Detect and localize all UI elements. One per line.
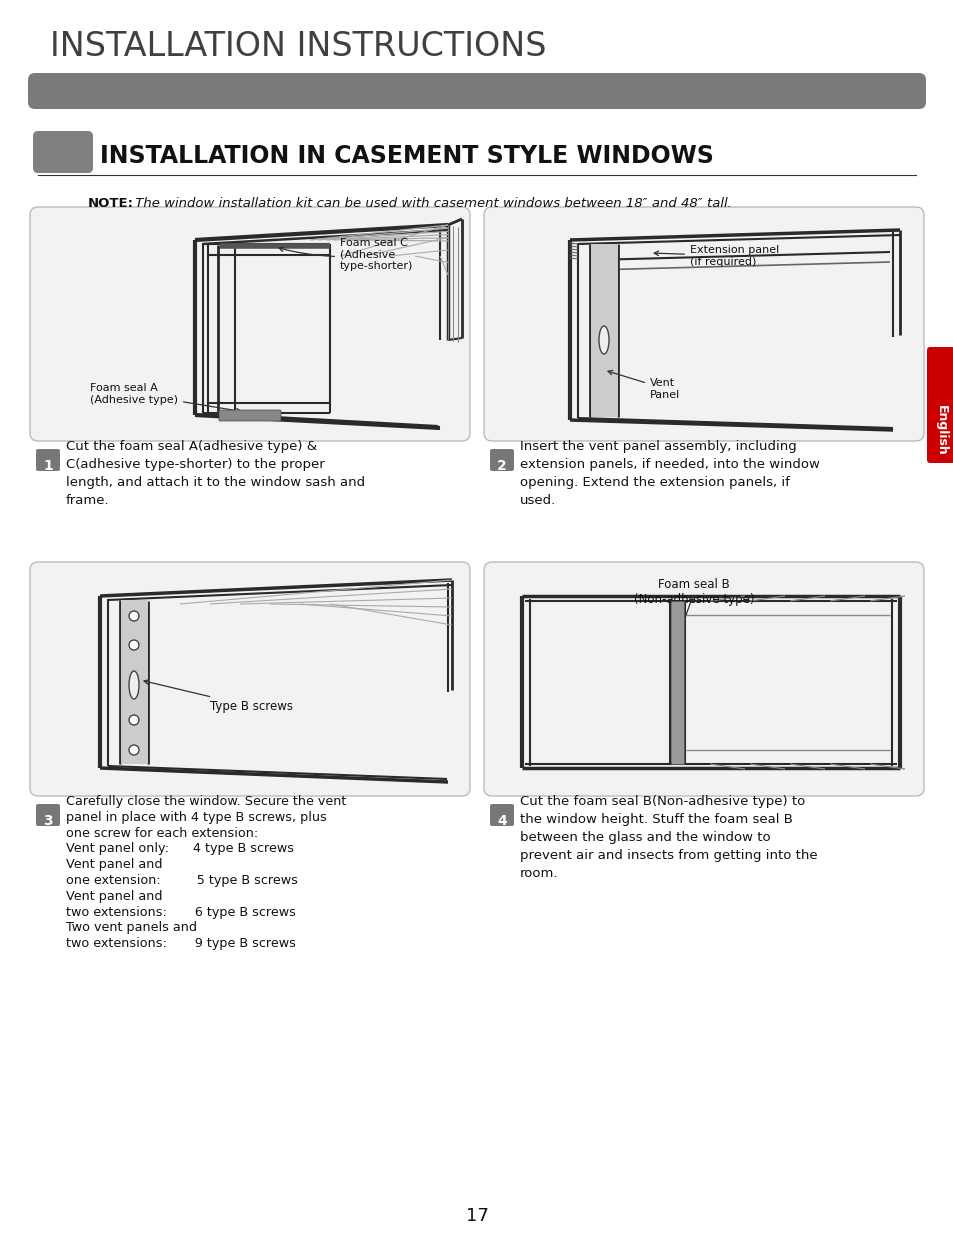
Ellipse shape — [129, 671, 139, 699]
Circle shape — [129, 715, 139, 725]
Circle shape — [129, 611, 139, 621]
Text: NOTE:: NOTE: — [88, 198, 133, 210]
FancyBboxPatch shape — [490, 804, 514, 826]
FancyBboxPatch shape — [28, 73, 925, 109]
Text: 4: 4 — [497, 814, 506, 827]
FancyBboxPatch shape — [670, 601, 683, 764]
Text: English: English — [934, 405, 946, 456]
Text: 2: 2 — [497, 459, 506, 473]
Text: Two vent panels and: Two vent panels and — [66, 921, 196, 935]
Text: Carefully close the window. Secure the vent: Carefully close the window. Secure the v… — [66, 795, 346, 808]
Text: Vent panel and: Vent panel and — [66, 858, 162, 871]
FancyBboxPatch shape — [490, 450, 514, 471]
Text: INSTALLATION INSTRUCTIONS: INSTALLATION INSTRUCTIONS — [50, 30, 546, 63]
FancyBboxPatch shape — [590, 245, 618, 417]
Text: two extensions:       6 type B screws: two extensions: 6 type B screws — [66, 905, 295, 919]
Text: Cut the foam seal A(adhesive type) &
C(adhesive type-shorter) to the proper
leng: Cut the foam seal A(adhesive type) & C(a… — [66, 440, 365, 508]
FancyBboxPatch shape — [483, 562, 923, 797]
Text: The window installation kit can be used with casement windows between 18″ and 48: The window installation kit can be used … — [131, 198, 731, 210]
FancyBboxPatch shape — [36, 804, 60, 826]
Circle shape — [129, 640, 139, 650]
Text: two extensions:       9 type B screws: two extensions: 9 type B screws — [66, 937, 295, 950]
Text: Vent panel and: Vent panel and — [66, 889, 162, 903]
Text: one screw for each extension:: one screw for each extension: — [66, 826, 258, 840]
FancyBboxPatch shape — [483, 207, 923, 441]
Text: Foam seal C
(Adhesive
type-shorter): Foam seal C (Adhesive type-shorter) — [278, 238, 413, 272]
Text: Cut the foam seal B(Non-adhesive type) to
the window height. Stuff the foam seal: Cut the foam seal B(Non-adhesive type) t… — [519, 795, 817, 881]
Text: Foam seal B
(Non-adhesive type): Foam seal B (Non-adhesive type) — [633, 578, 754, 606]
Text: 17: 17 — [465, 1207, 488, 1225]
Text: Extension panel
(if required): Extension panel (if required) — [654, 245, 779, 267]
FancyBboxPatch shape — [30, 562, 470, 797]
Text: 3: 3 — [43, 814, 52, 827]
Circle shape — [129, 745, 139, 755]
FancyBboxPatch shape — [36, 450, 60, 471]
FancyBboxPatch shape — [219, 410, 281, 421]
Text: Vent
Panel: Vent Panel — [607, 370, 679, 400]
Text: Vent panel only:      4 type B screws: Vent panel only: 4 type B screws — [66, 842, 294, 856]
Text: one extension:         5 type B screws: one extension: 5 type B screws — [66, 874, 297, 887]
FancyBboxPatch shape — [926, 347, 953, 463]
FancyBboxPatch shape — [121, 600, 148, 764]
FancyBboxPatch shape — [33, 131, 92, 173]
Text: Type B screws: Type B screws — [144, 679, 293, 713]
Text: Insert the vent panel assembly, including
extension panels, if needed, into the : Insert the vent panel assembly, includin… — [519, 440, 819, 508]
Text: INSTALLATION IN CASEMENT STYLE WINDOWS: INSTALLATION IN CASEMENT STYLE WINDOWS — [100, 144, 713, 168]
FancyBboxPatch shape — [30, 207, 470, 441]
Text: 1: 1 — [43, 459, 52, 473]
Text: Foam seal A
(Adhesive type): Foam seal A (Adhesive type) — [90, 383, 240, 412]
Ellipse shape — [598, 326, 608, 354]
Text: panel in place with 4 type B screws, plus: panel in place with 4 type B screws, plu… — [66, 811, 327, 824]
